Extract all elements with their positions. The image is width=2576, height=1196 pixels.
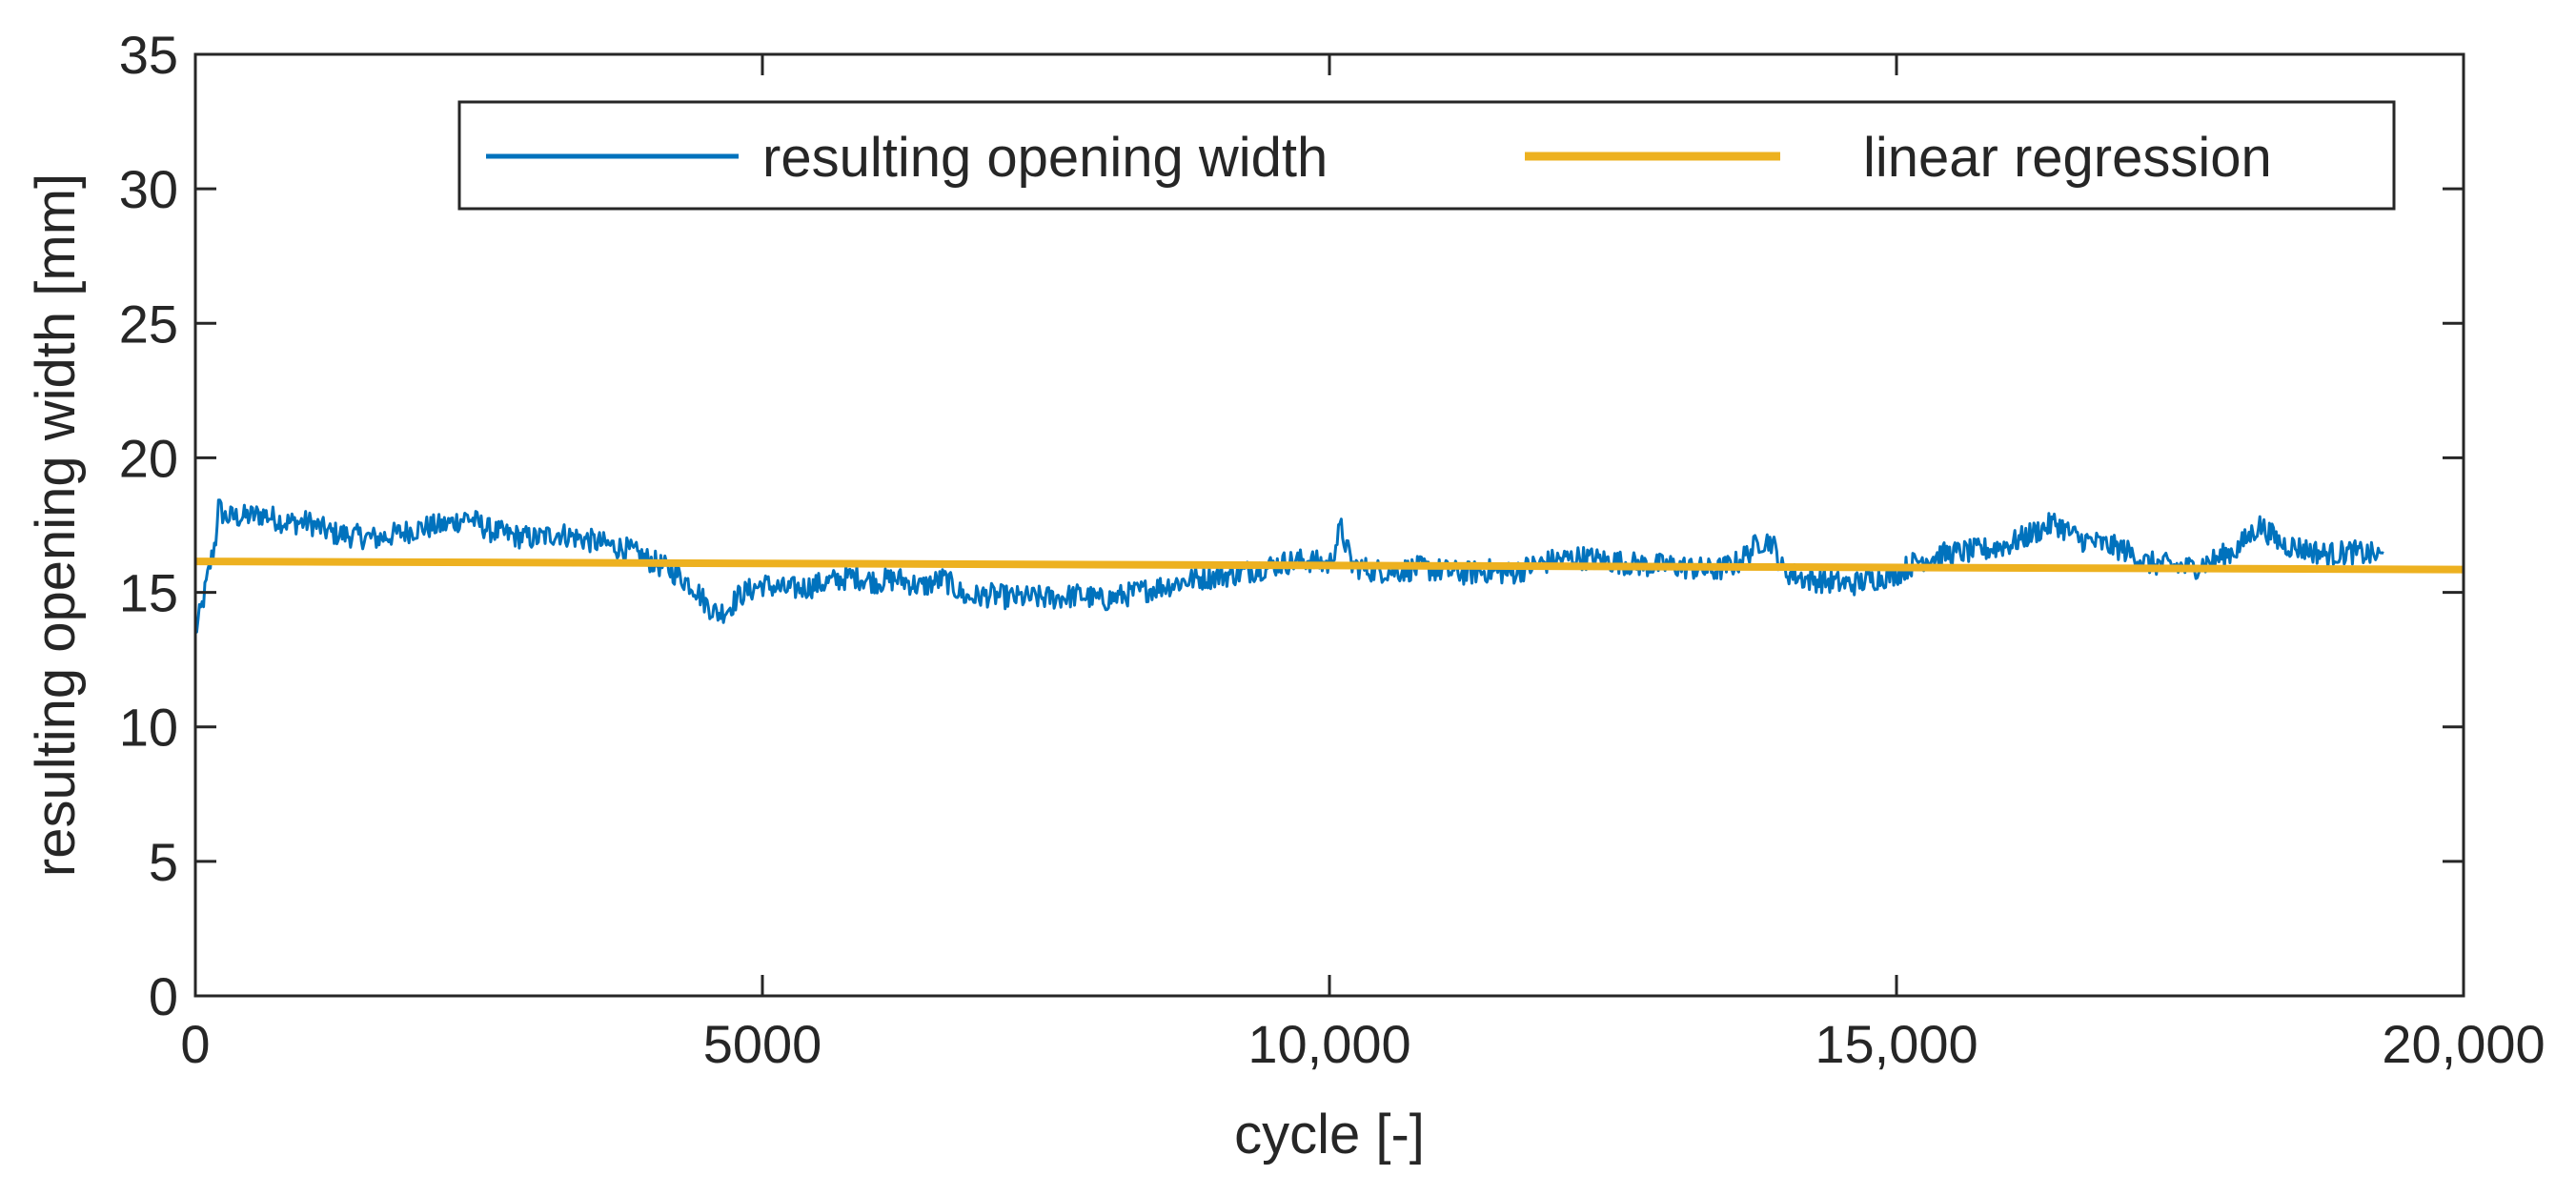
- y-tick-label: 30: [119, 159, 178, 219]
- x-tick-label: 20,000: [2382, 1014, 2545, 1074]
- plot-background: [195, 54, 2464, 996]
- x-tick-label: 5000: [703, 1014, 822, 1074]
- legend-label-linear-regression: linear regression: [1863, 127, 2272, 189]
- plot-frame: [193, 52, 2465, 998]
- legend: resulting opening width linear regressio…: [457, 100, 2396, 211]
- tick-labels: 0 5000 10,000 15,000 20,000 0 5 10 15 20 25 30 35: [119, 25, 2546, 1074]
- y-tick-label: 15: [119, 563, 178, 623]
- legend-box: [457, 100, 2396, 211]
- x-tick-label: 0: [180, 1014, 210, 1074]
- x-tick-label: 10,000: [1247, 1014, 1410, 1074]
- y-tick-label: 35: [119, 25, 178, 85]
- y-tick-label: 5: [149, 832, 178, 892]
- y-tick-label: 20: [119, 428, 178, 488]
- y-tick-label: 0: [149, 966, 178, 1026]
- legend-label-opening-width: resulting opening width: [762, 127, 1328, 189]
- x-axis-label: cycle [-]: [1234, 1104, 1425, 1166]
- x-tick-label: 15,000: [1815, 1014, 1978, 1074]
- y-tick-label: 10: [119, 698, 178, 758]
- y-axis-label: resulting opening width [mm]: [25, 173, 87, 877]
- y-tick-label: 25: [119, 294, 178, 354]
- series-layer: [193, 498, 2464, 634]
- series-line-linear-regression: [194, 557, 2464, 574]
